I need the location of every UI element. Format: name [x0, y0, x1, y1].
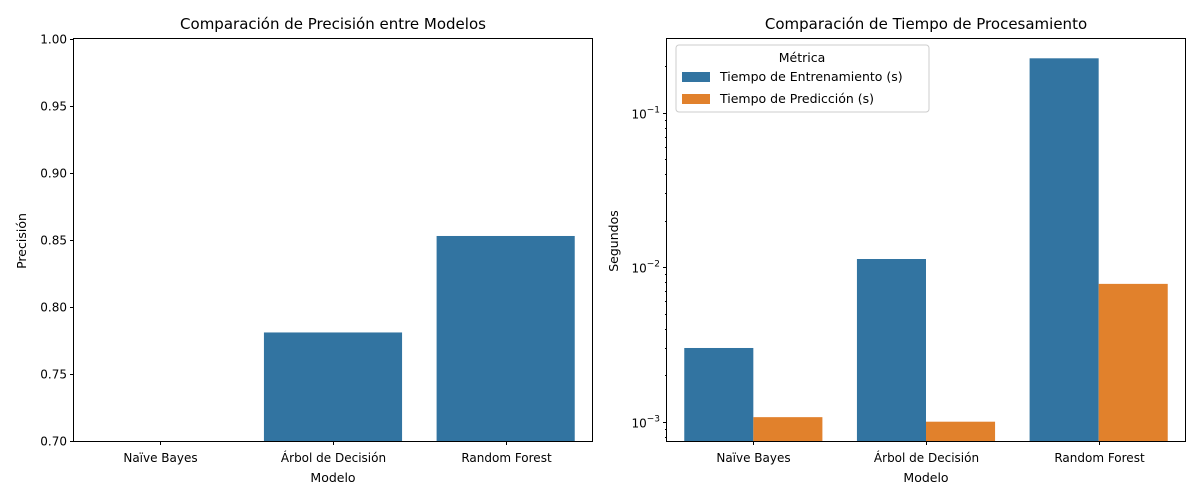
- time-y-tick-label: 10−2: [631, 260, 660, 276]
- time-x-tick-label: Random Forest: [1054, 451, 1145, 465]
- time-bar-tiempo-de-entrenamiento-s-arbol-de-decision: [856, 259, 926, 441]
- legend-box: [675, 44, 930, 113]
- time-bar-tiempo-de-entrenamiento-s-naive-bayes: [684, 347, 754, 441]
- time-bar-tiempo-de-prediccion-s-naive-bayes: [753, 417, 823, 441]
- accuracy-y-tick-label: 0.70: [40, 435, 67, 449]
- time-plot-frame: [666, 38, 1186, 442]
- accuracy-bar-arbol-de-decision: [263, 332, 403, 441]
- legend-label-prediction: Tiempo de Predicción (s): [719, 91, 874, 106]
- time-bar-tiempo-de-prediccion-s-arbol-de-decision: [926, 421, 996, 441]
- accuracy-y-tick-label: 0.90: [40, 167, 67, 181]
- time-y-tick-label: 10−3: [631, 415, 660, 431]
- accuracy-chart-title: Comparación de Precisión entre Modelos: [180, 15, 486, 33]
- accuracy-x-axis-label: Modelo: [310, 470, 355, 485]
- time-bar-tiempo-de-prediccion-s-random-forest: [1098, 283, 1168, 441]
- accuracy-x-tick-label: Random Forest: [461, 451, 552, 465]
- accuracy-x-tick-label: Árbol de Decisión: [281, 450, 386, 465]
- time-y-axis-label: Segundos: [606, 210, 621, 272]
- time-x-tick-label: Naïve Bayes: [716, 451, 790, 465]
- time-x-tick-label: Árbol de Decisión: [874, 450, 979, 465]
- legend-title: Métrica: [779, 50, 826, 65]
- time-bar-tiempo-de-entrenamiento-s-random-forest: [1029, 58, 1099, 442]
- accuracy-y-tick-label: 0.80: [40, 301, 67, 315]
- accuracy-plot-frame: [73, 38, 593, 442]
- accuracy-y-tick-label: 0.95: [40, 100, 67, 114]
- legend-swatch-prediction: [682, 94, 710, 104]
- legend-label-training: Tiempo de Entrenamiento (s): [719, 69, 903, 84]
- legend-swatch-training: [682, 72, 710, 82]
- time-chart: Comparación de Tiempo de Procesamiento M…: [606, 15, 1186, 485]
- time-legend: Métrica Tiempo de Entrenamiento (s) Tiem…: [675, 44, 930, 113]
- accuracy-bar-random-forest: [436, 235, 575, 441]
- accuracy-chart: Comparación de Precisión entre Modelos M…: [14, 15, 593, 485]
- accuracy-y-tick-label: 0.85: [40, 234, 67, 248]
- accuracy-y-axis-label: Precisión: [14, 213, 29, 269]
- time-y-tick-label: 10−1: [631, 106, 660, 122]
- accuracy-y-tick-label: 0.75: [40, 368, 67, 382]
- time-chart-title: Comparación de Tiempo de Procesamiento: [765, 15, 1087, 33]
- accuracy-x-tick-label: Naïve Bayes: [123, 451, 197, 465]
- time-x-axis-label: Modelo: [903, 470, 948, 485]
- accuracy-y-tick-label: 1.00: [40, 33, 67, 47]
